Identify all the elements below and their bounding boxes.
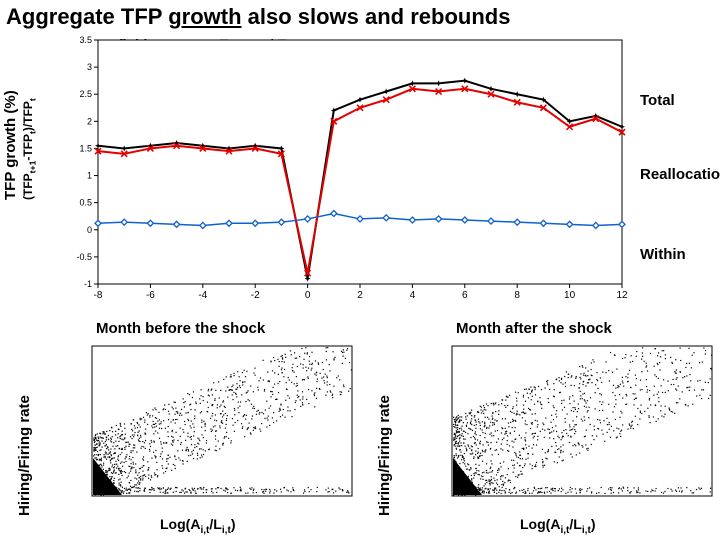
svg-text:4: 4 bbox=[410, 290, 416, 301]
svg-text:1.5: 1.5 bbox=[79, 143, 92, 153]
svg-text:2: 2 bbox=[357, 290, 363, 301]
bottom-left-scatter bbox=[66, 342, 356, 510]
svg-text:10: 10 bbox=[564, 290, 576, 301]
title-post: also slows and rebounds bbox=[242, 4, 511, 29]
svg-text:0.5: 0.5 bbox=[79, 198, 92, 208]
bottom-right-xlabel: Log(Ai,t/Li,t) bbox=[520, 516, 596, 536]
bottom-right-ylabel: Hiring/Firing rate bbox=[376, 395, 393, 516]
svg-text:1: 1 bbox=[87, 171, 92, 181]
svg-text:8: 8 bbox=[514, 290, 520, 301]
svg-text:3: 3 bbox=[87, 62, 92, 72]
bottom-left-xlabel: Log(Ai,t/Li,t) bbox=[160, 516, 236, 536]
svg-text:2: 2 bbox=[87, 116, 92, 126]
legend-total: Total bbox=[640, 92, 675, 109]
bottom-right-scatter bbox=[426, 342, 716, 510]
svg-text:2.5: 2.5 bbox=[79, 89, 92, 99]
svg-text:-8: -8 bbox=[94, 290, 103, 301]
page-title: Aggregate TFP growth also slows and rebo… bbox=[0, 0, 720, 34]
svg-text:12: 12 bbox=[616, 290, 628, 301]
bottom-right-panel: Month after the shock Hiring/Firing rate… bbox=[370, 320, 720, 538]
svg-text:0: 0 bbox=[87, 225, 92, 235]
svg-text:-1: -1 bbox=[84, 279, 92, 289]
bottom-left-title: Month before the shock bbox=[96, 320, 265, 337]
svg-text:6: 6 bbox=[462, 290, 468, 301]
top-chart-ylabel: TFP growth (%) (TFPt+1-TFPt)/TFPt bbox=[2, 90, 37, 200]
legend-reallocation: Reallocation bbox=[640, 166, 720, 183]
svg-text:-0.5: -0.5 bbox=[76, 252, 92, 262]
svg-text:0: 0 bbox=[305, 290, 311, 301]
bottom-right-title: Month after the shock bbox=[456, 320, 612, 337]
svg-text:-2: -2 bbox=[251, 290, 260, 301]
bottom-left-panel: Month before the shock Hiring/Firing rat… bbox=[10, 320, 360, 538]
bottom-row: Month before the shock Hiring/Firing rat… bbox=[0, 320, 720, 538]
svg-text:-6: -6 bbox=[146, 290, 155, 301]
title-pre: Aggregate TFP bbox=[6, 4, 168, 29]
legend-within: Within bbox=[640, 246, 686, 263]
tfp-line-chart: -8 -6 -4 -2 0 2 4 6 8 10 12 -1 -0.5 0 0.5 1 1.5 2 2.5 3 3.5 bbox=[68, 34, 628, 302]
bottom-left-ylabel: Hiring/Firing rate bbox=[16, 395, 33, 516]
svg-text:3.5: 3.5 bbox=[79, 35, 92, 45]
svg-text:-4: -4 bbox=[198, 290, 207, 301]
title-underline: growth bbox=[168, 4, 241, 29]
